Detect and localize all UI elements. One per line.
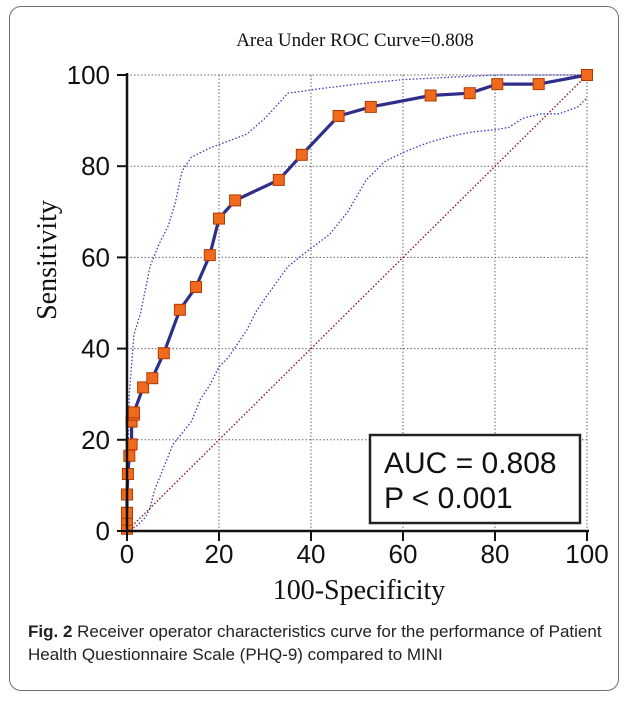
y-axis-label: Sensitivity bbox=[32, 200, 63, 320]
roc-data-point bbox=[463, 87, 476, 100]
confidence-bounds-layer bbox=[126, 74, 588, 532]
y-tick-label: 0 bbox=[96, 516, 110, 546]
figure-caption-text: Receiver operator characteristics curve … bbox=[28, 622, 602, 664]
auc-annotation-box: AUC = 0.808 P < 0.001 bbox=[368, 433, 582, 525]
roc-data-point bbox=[581, 69, 593, 81]
reference-line-layer bbox=[126, 74, 588, 532]
lower-confidence-bound-line bbox=[126, 97, 588, 532]
roc-data-point bbox=[213, 212, 225, 225]
x-tick-label: 40 bbox=[297, 539, 326, 569]
x-tick-label: 100 bbox=[565, 539, 608, 569]
x-tick-label: 20 bbox=[205, 539, 234, 569]
figure-caption: Fig. 2 Receiver operator characteristics… bbox=[28, 620, 608, 666]
roc-data-point bbox=[491, 78, 504, 91]
axes bbox=[117, 73, 589, 541]
roc-data-point bbox=[190, 281, 202, 293]
upper-confidence-bound-line bbox=[126, 74, 587, 509]
roc-data-point bbox=[173, 303, 186, 316]
roc-chart: Area Under ROC Curve=0.808 0 20 40 60 80 1000… bbox=[32, 30, 609, 606]
roc-data-point bbox=[364, 100, 377, 113]
x-tick-label: 0 bbox=[120, 539, 134, 569]
roc-data-point bbox=[203, 249, 216, 262]
y-tick-label: 40 bbox=[81, 334, 110, 364]
x-tick-label: 60 bbox=[389, 539, 418, 569]
chart-title: Area Under ROC Curve=0.808 bbox=[236, 30, 474, 51]
x-axis-label: 100-Specificity bbox=[273, 575, 446, 606]
roc-data-point bbox=[137, 381, 150, 394]
roc-data-point bbox=[157, 347, 170, 360]
annotation-border bbox=[368, 433, 582, 525]
y-tick-label: 60 bbox=[81, 242, 110, 272]
annotation-p-value: P < 0.001 bbox=[384, 482, 513, 515]
grid-lines bbox=[127, 74, 588, 531]
roc-data-point bbox=[123, 449, 136, 462]
roc-data-point bbox=[424, 89, 437, 102]
roc-data-point bbox=[532, 78, 545, 91]
y-tick-label: 100 bbox=[67, 60, 110, 90]
roc-data-point bbox=[127, 406, 140, 419]
roc-data-point bbox=[272, 173, 285, 186]
roc-data-point bbox=[295, 148, 308, 161]
figure-label: Fig. 2 bbox=[28, 622, 73, 641]
annotation-auc: AUC = 0.808 bbox=[384, 447, 557, 480]
y-tick-label: 80 bbox=[81, 151, 110, 181]
tick-labels: 0 20 40 60 80 100 0 20 40 60 80 100 bbox=[67, 60, 609, 569]
roc-data-point bbox=[229, 194, 242, 207]
roc-data-point bbox=[146, 372, 159, 385]
reference-diagonal-line bbox=[126, 74, 588, 532]
y-tick-label: 20 bbox=[81, 425, 110, 455]
roc-data-point bbox=[332, 110, 345, 122]
x-tick-label: 80 bbox=[481, 539, 510, 569]
